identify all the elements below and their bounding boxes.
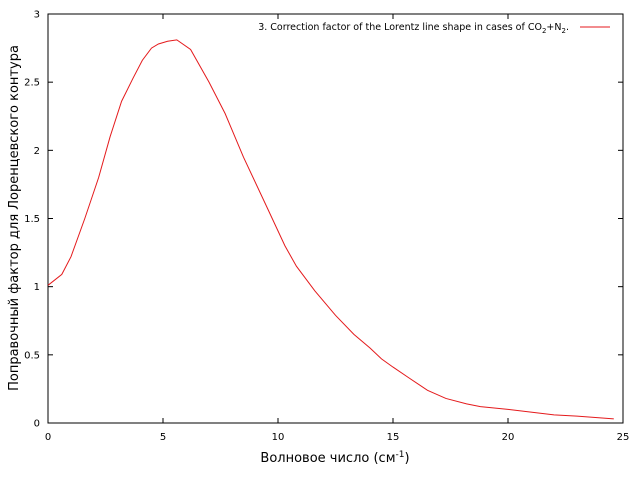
axis-tick-labels: 0 5 10 15 20 25 0 0.5 1 1.5 2 2.5 3: [24, 10, 629, 444]
x-tick-label: 10: [272, 432, 285, 443]
y-tick-label: 1: [34, 282, 40, 293]
x-tick-label: 5: [160, 432, 166, 443]
x-axis-title: Волновое число (см-1): [260, 450, 409, 466]
x-tick-label: 0: [45, 432, 51, 443]
y-axis-title: Поправочный фактор для Лоренцевского кон…: [7, 45, 22, 391]
y-tick-label: 2: [34, 146, 40, 157]
x-tick-label: 20: [502, 432, 515, 443]
y-tick-label: 0: [34, 419, 40, 430]
x-tick-label: 15: [387, 432, 400, 443]
x-tick-label: 25: [617, 432, 630, 443]
axis-ticks: [47, 13, 624, 424]
legend-label: 3. Correction factor of the Lorentz line…: [258, 22, 569, 35]
y-tick-label: 0.5: [24, 350, 40, 361]
y-tick-label: 2.5: [24, 78, 40, 89]
y-tick-label: 3: [34, 10, 40, 21]
series-line-correction-factor: [47, 39, 614, 420]
y-tick-label: 1.5: [24, 214, 40, 225]
legend: 3. Correction factor of the Lorentz line…: [258, 22, 610, 35]
